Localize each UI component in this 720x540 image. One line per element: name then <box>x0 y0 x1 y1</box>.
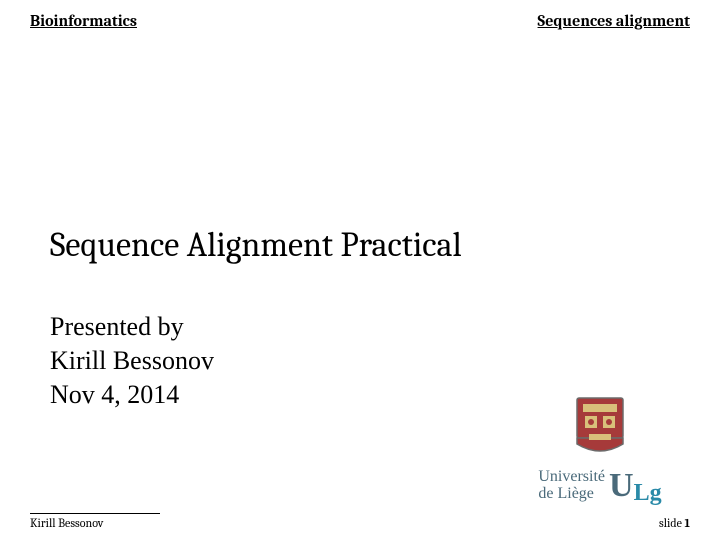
presenter-block: Presented by Kirill Bessonov Nov 4, 2014 <box>50 310 214 411</box>
mark-u: U <box>609 467 634 504</box>
header-right: Sequences alignment <box>538 12 690 30</box>
mark-lg: Lg <box>634 480 662 506</box>
slide-footer: Kirill Bessonov slide 1 <box>30 513 690 530</box>
slide-title: Sequence Alignment Practical <box>50 225 462 265</box>
presenter-line-2: Kirill Bessonov <box>50 344 214 378</box>
page-number: 1 <box>685 516 691 530</box>
footer-author: Kirill Bessonov <box>30 513 160 530</box>
footer-page: slide 1 <box>659 516 690 530</box>
slide-container: Bioinformatics Sequences alignment Seque… <box>0 0 720 540</box>
university-line-2: de Liège <box>538 486 594 503</box>
crest-icon <box>510 394 690 461</box>
slide-header: Bioinformatics Sequences alignment <box>30 12 690 30</box>
page-label: slide <box>659 516 684 530</box>
university-line-1: Université <box>538 469 605 486</box>
presenter-line-3: Nov 4, 2014 <box>50 378 214 412</box>
presenter-line-1: Presented by <box>50 310 214 344</box>
ulg-mark-icon: ULg <box>609 467 662 505</box>
university-name: Université de Liège <box>538 469 605 503</box>
university-name-wrap: Université de Liège ULg <box>510 467 690 505</box>
header-left: Bioinformatics <box>30 12 137 30</box>
university-logo: Université de Liège ULg <box>510 394 690 505</box>
